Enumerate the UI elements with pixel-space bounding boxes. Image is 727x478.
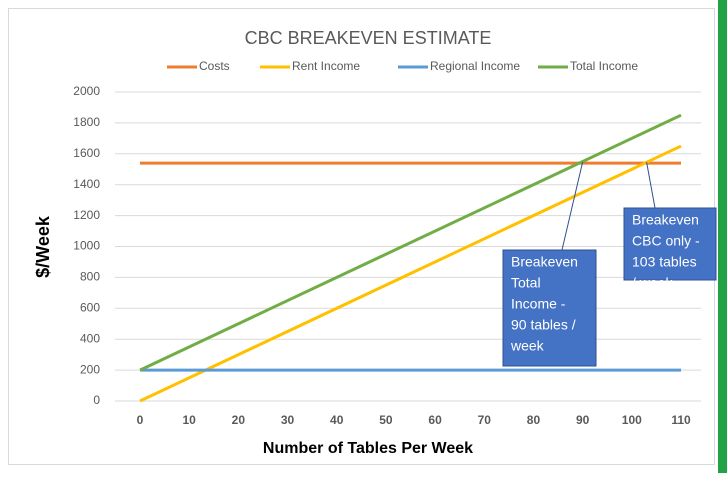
callout-pointer [646,161,656,209]
y-tick-label: 400 [80,331,100,345]
y-tick-label: 1000 [73,239,100,253]
y-tick-label: 0 [93,393,100,407]
y-tick-label: 1600 [73,146,100,160]
x-tick-label: 70 [478,413,492,427]
callout-text: / week [632,275,673,291]
legend-label: Total Income [570,59,638,73]
y-tick-label: 200 [80,362,100,376]
x-tick-label: 40 [330,413,344,427]
callout-text: CBC only - [632,233,700,249]
callout-text: Breakeven [511,254,578,270]
y-tick-label: 2000 [73,84,100,98]
callout-text: Total [511,275,541,291]
callout-box [623,207,717,281]
chart-frame [8,8,715,465]
callout-text: Breakeven [632,212,699,228]
window-edge [718,0,727,473]
series-line [139,144,682,403]
y-axis-label: $/Week [33,215,53,278]
x-tick-label: 110 [671,413,691,427]
x-tick-label: 80 [527,413,541,427]
chart-title: CBC BREAKEVEN ESTIMATE [245,28,492,48]
callout-text: Income - [511,296,566,312]
x-tick-label: 90 [576,413,590,427]
legend-label: Costs [199,59,230,73]
legend-label: Rent Income [292,59,360,73]
y-tick-label: 600 [80,300,100,314]
x-axis-label: Number of Tables Per Week [263,440,473,457]
y-tick-label: 1200 [73,208,100,222]
y-tick-label: 1400 [73,177,100,191]
callout-text: 90 tables / [511,317,576,333]
legend-label: Regional Income [430,59,520,73]
x-tick-label: 30 [281,413,295,427]
series-line [139,113,682,372]
y-tick-label: 800 [80,270,100,284]
x-tick-label: 0 [137,413,144,427]
x-tick-label: 10 [183,413,197,427]
x-tick-label: 50 [379,413,393,427]
callout-text: 103 tables [632,254,697,270]
x-tick-label: 100 [622,413,642,427]
x-tick-label: 60 [428,413,442,427]
callout-box [502,249,597,367]
callout-text: week [510,338,545,354]
x-tick-label: 20 [232,413,246,427]
callout-pointer [561,161,584,251]
y-tick-label: 1800 [73,115,100,129]
